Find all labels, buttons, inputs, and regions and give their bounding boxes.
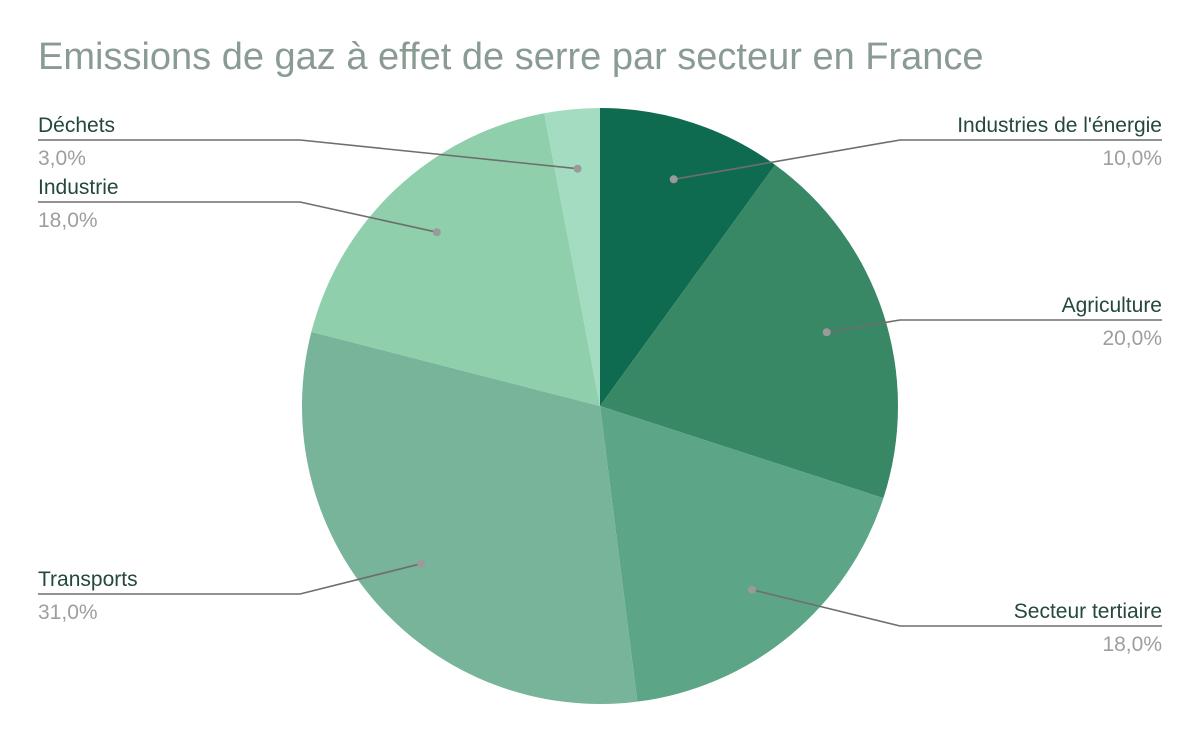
leader-dot-secteur-tertiaire xyxy=(748,585,756,594)
leader-line-secteur-tertiaire xyxy=(751,588,1162,627)
leader-dot-industries-de-l-energie xyxy=(669,175,678,184)
pie-slice-agriculture[interactable] xyxy=(600,164,898,499)
pie-slice-industrie[interactable] xyxy=(311,113,600,406)
leader-dot-transports xyxy=(417,559,426,568)
leader-dot-industrie xyxy=(432,228,441,237)
leader-line-agriculture xyxy=(826,319,1162,334)
leader-line-transports xyxy=(38,562,422,595)
slice-value-industrie: 18,0% xyxy=(38,209,98,232)
pie-slice-industries-de-l-energie[interactable] xyxy=(600,108,776,406)
leader-dot-agriculture xyxy=(822,328,831,337)
slice-label-industrie: Industrie xyxy=(38,176,119,199)
slice-label-dechets: Déchets xyxy=(38,114,115,137)
pie-slice-dechets[interactable] xyxy=(544,108,600,406)
leader-line-industrie xyxy=(38,201,437,233)
pie-slice-secteur-tertiaire[interactable] xyxy=(600,406,884,702)
slice-value-transports: 31,0% xyxy=(38,601,98,624)
pie-slice-transports[interactable] xyxy=(301,331,638,705)
slice-label-industries-de-l-energie: Industries de l'énergie xyxy=(957,114,1162,137)
slice-value-secteur-tertiaire: 18,0% xyxy=(1102,633,1162,656)
slice-value-dechets: 3,0% xyxy=(38,147,86,170)
leader-line-dechets xyxy=(38,139,578,170)
slice-value-industries-de-l-energie: 10,0% xyxy=(1102,147,1162,170)
slice-label-secteur-tertiaire: Secteur tertiaire xyxy=(1014,600,1162,623)
chart-title: Emissions de gaz à effet de serre par se… xyxy=(38,36,984,78)
leader-line-industries-de-l-energie xyxy=(673,139,1162,181)
leader-dot-dechets xyxy=(573,164,582,173)
slice-value-agriculture: 20,0% xyxy=(1102,327,1162,350)
slice-label-agriculture: Agriculture xyxy=(1062,294,1162,317)
slice-label-transports: Transports xyxy=(38,568,138,591)
